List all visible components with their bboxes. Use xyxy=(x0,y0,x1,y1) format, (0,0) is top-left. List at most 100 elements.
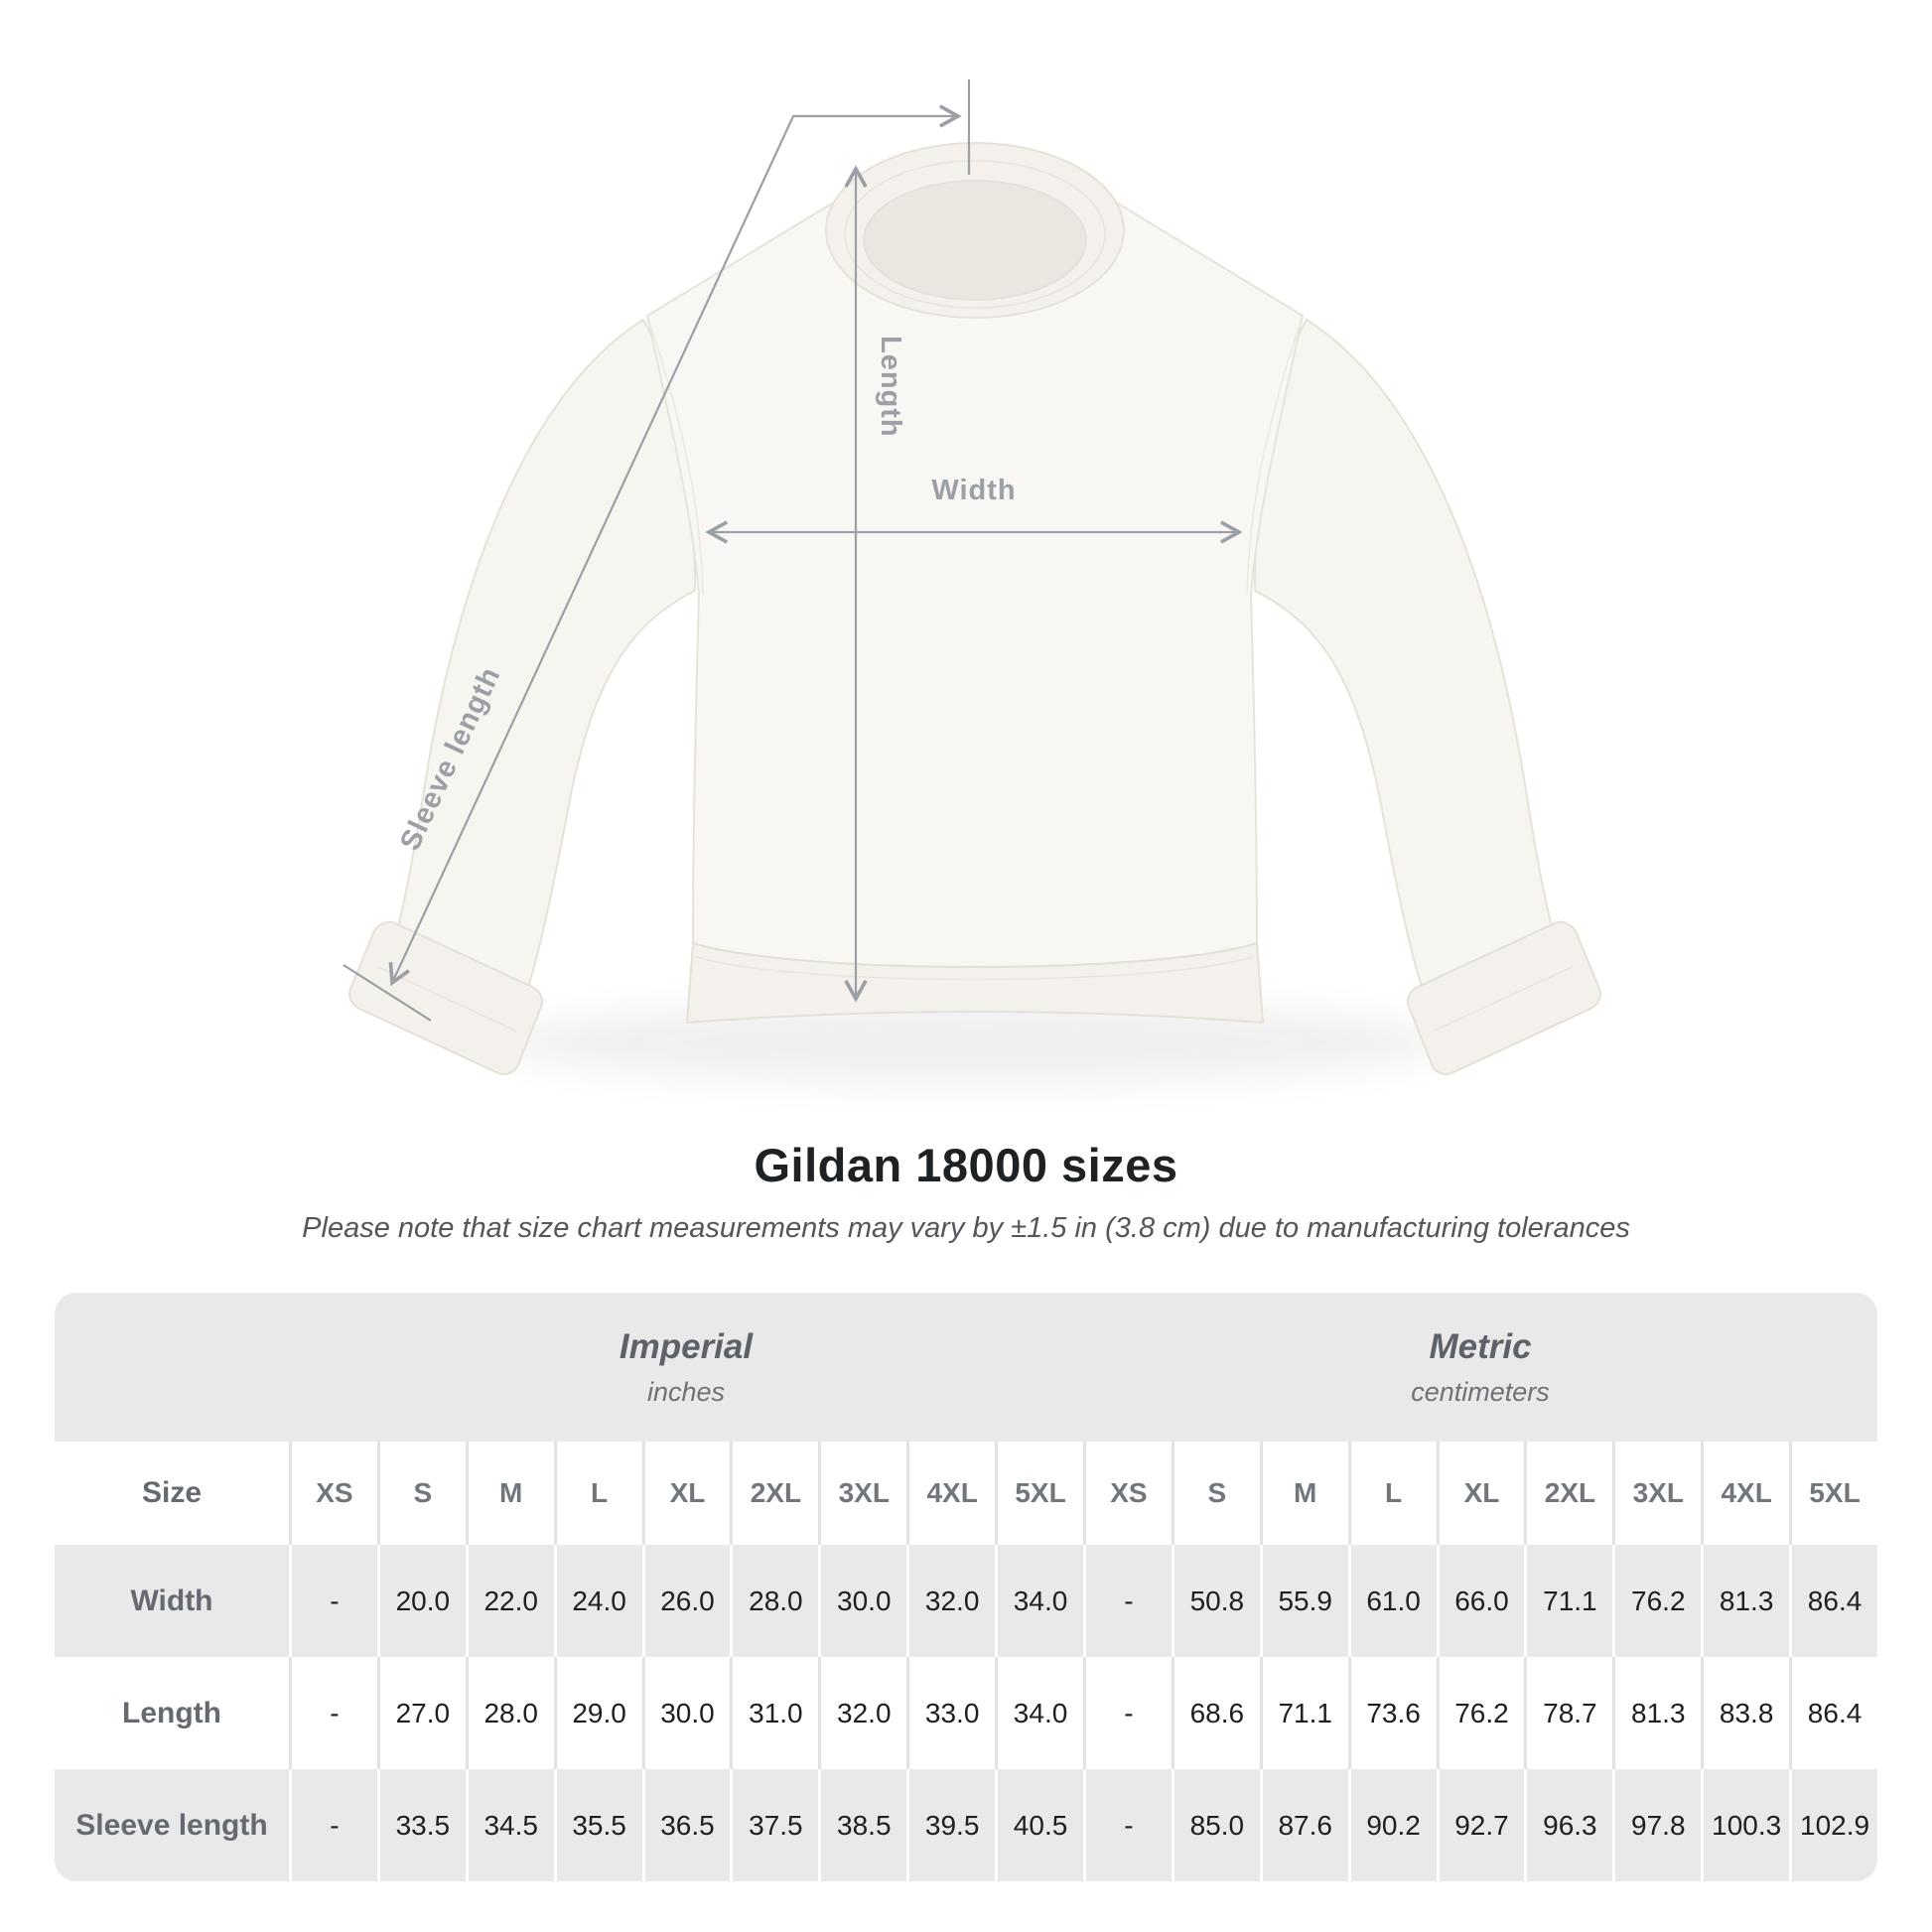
metric-value: 86.4 xyxy=(1789,1657,1877,1769)
metric-size-header-m: M xyxy=(1259,1442,1348,1545)
imperial-value: 32.0 xyxy=(906,1545,995,1657)
imperial-value: 33.5 xyxy=(376,1769,466,1881)
width-label: Width xyxy=(931,475,1016,506)
metric-size-header-4xl: 4XL xyxy=(1701,1442,1789,1545)
imperial-value: 34.0 xyxy=(995,1657,1083,1769)
metric-label: Metric xyxy=(1429,1326,1532,1366)
imperial-size-header-xl: XL xyxy=(641,1442,731,1545)
metric-value: 66.0 xyxy=(1436,1545,1525,1657)
imperial-value: 30.0 xyxy=(641,1657,731,1769)
imperial-value: 39.5 xyxy=(906,1769,995,1881)
metric-value: 50.8 xyxy=(1171,1545,1260,1657)
metric-value: 100.3 xyxy=(1701,1769,1789,1881)
table-rows: Width -20.0 22.0 24.0 26.0 28.0 30.0 32.0 34.0-5… xyxy=(55,1545,1877,1881)
sweatshirt-diagram: Length Width Sleeve length xyxy=(343,79,1601,1084)
metric-value: 96.3 xyxy=(1524,1769,1612,1881)
metric-unit-label: centimeters xyxy=(1411,1376,1550,1407)
imperial-value: 20.0 xyxy=(376,1545,466,1657)
sleeve-length-measurement-line xyxy=(343,79,971,1022)
metric-value: 83.8 xyxy=(1701,1657,1789,1769)
metric-size-header-5xl: 5XL xyxy=(1789,1442,1877,1545)
unit-header-band: Imperial inches Metric centimeters xyxy=(55,1293,1877,1442)
imperial-size-header-3xl: 3XL xyxy=(818,1442,906,1545)
imperial-label: Imperial xyxy=(619,1326,754,1366)
imperial-size-header-2xl: 2XL xyxy=(730,1442,818,1545)
metric-value: 55.9 xyxy=(1259,1545,1348,1657)
metric-value: 86.4 xyxy=(1789,1545,1877,1657)
metric-value: 68.6 xyxy=(1171,1657,1260,1769)
size-table: Imperial inches Metric centimeters Size X… xyxy=(55,1293,1877,1881)
imperial-size-header-l: L xyxy=(553,1442,642,1545)
imperial-value: 32.0 xyxy=(818,1657,906,1769)
row-label: Length xyxy=(122,1696,221,1729)
collar-opening xyxy=(863,180,1087,301)
metric-value: 76.2 xyxy=(1612,1545,1701,1657)
metric-value: - xyxy=(1082,1657,1172,1769)
metric-value: 78.7 xyxy=(1524,1657,1612,1769)
row-label: Width xyxy=(130,1584,213,1617)
metric-value: 102.9 xyxy=(1789,1769,1877,1881)
imperial-value: 34.0 xyxy=(995,1545,1083,1657)
imperial-size-header-4xl: 4XL xyxy=(906,1442,995,1545)
armhole-seam xyxy=(1246,327,1300,595)
metric-value: 71.1 xyxy=(1259,1657,1348,1769)
imperial-value: 31.0 xyxy=(730,1657,818,1769)
imperial-size-header-s: S xyxy=(376,1442,466,1545)
left-sleeve xyxy=(396,319,696,994)
metric-value: - xyxy=(1082,1545,1172,1657)
sweatshirt-illustration xyxy=(348,142,1601,1075)
table-row-length: Length -27.0 28.0 29.0 30.0 31.0 32.0 33.0 34.0-… xyxy=(55,1657,1877,1769)
imperial-value: 37.5 xyxy=(730,1769,818,1881)
imperial-value: 24.0 xyxy=(553,1545,642,1657)
metric-value: 71.1 xyxy=(1524,1545,1612,1657)
garment-shadow xyxy=(498,1001,1451,1084)
metric-size-header-xs: XS xyxy=(1082,1442,1172,1545)
imperial-value: 35.5 xyxy=(553,1769,642,1881)
metric-group-header: Metric centimeters xyxy=(1083,1293,1877,1442)
measurement-annotations xyxy=(343,79,1243,1022)
cuff-rib-line xyxy=(1434,966,1573,1032)
row-label: Sleeve length xyxy=(75,1808,268,1842)
metric-value: 90.2 xyxy=(1347,1769,1437,1881)
length-label: Length xyxy=(875,336,906,438)
size-column-header: Size xyxy=(141,1476,203,1509)
imperial-value: 26.0 xyxy=(641,1545,731,1657)
imperial-value: 33.0 xyxy=(906,1657,995,1769)
imperial-value: 28.0 xyxy=(730,1545,818,1657)
imperial-value: - xyxy=(289,1769,377,1881)
page-title: Gildan 18000 sizes xyxy=(754,1139,1178,1191)
imperial-value: 36.5 xyxy=(641,1769,731,1881)
metric-value: 81.3 xyxy=(1612,1657,1701,1769)
metric-value: 81.3 xyxy=(1701,1545,1789,1657)
right-sleeve xyxy=(1254,319,1554,994)
imperial-value: 38.5 xyxy=(818,1769,906,1881)
imperial-value: 27.0 xyxy=(376,1657,466,1769)
table-row-sleeve-length: Sleeve length -33.5 34.5 35.5 36.5 37.5 38.5 39… xyxy=(55,1769,1877,1881)
imperial-value: - xyxy=(289,1657,377,1769)
imperial-value: - xyxy=(289,1545,377,1657)
metric-size-header-xl: XL xyxy=(1436,1442,1525,1545)
imperial-size-header-5xl: 5XL xyxy=(995,1442,1083,1545)
imperial-value: 30.0 xyxy=(818,1545,906,1657)
metric-value: 87.6 xyxy=(1259,1769,1348,1881)
metric-value: 61.0 xyxy=(1347,1545,1437,1657)
metric-value: 92.7 xyxy=(1436,1769,1525,1881)
imperial-value: 34.5 xyxy=(465,1769,554,1881)
metric-size-header-l: L xyxy=(1347,1442,1437,1545)
metric-size-header-2xl: 2XL xyxy=(1524,1442,1612,1545)
imperial-size-header-xs: XS xyxy=(289,1442,377,1545)
metric-size-header-3xl: 3XL xyxy=(1612,1442,1701,1545)
imperial-value: 40.5 xyxy=(995,1769,1083,1881)
metric-size-header-s: S xyxy=(1171,1442,1260,1545)
cuff-tick xyxy=(343,964,432,1022)
imperial-group-header: Imperial inches xyxy=(289,1293,1083,1442)
imperial-unit-label: inches xyxy=(646,1376,726,1407)
metric-value: 76.2 xyxy=(1436,1657,1525,1769)
metric-value: 97.8 xyxy=(1612,1769,1701,1881)
tolerance-note: Please note that size chart measurements… xyxy=(302,1212,1630,1244)
table-row-width: Width -20.0 22.0 24.0 26.0 28.0 30.0 32.0 34.0-5… xyxy=(55,1545,1877,1657)
metric-value: - xyxy=(1082,1769,1172,1881)
imperial-value: 22.0 xyxy=(465,1545,554,1657)
metric-value: 73.6 xyxy=(1347,1657,1437,1769)
